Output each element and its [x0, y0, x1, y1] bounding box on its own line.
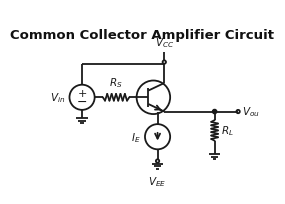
Circle shape [70, 85, 95, 110]
Text: $I_E$: $I_E$ [131, 130, 141, 144]
Circle shape [145, 124, 170, 150]
Text: $R_S$: $R_S$ [109, 76, 123, 90]
Text: $V_{CC}$: $V_{CC}$ [155, 37, 174, 50]
Text: Common Collector Amplifier Circuit: Common Collector Amplifier Circuit [11, 29, 274, 41]
Text: $V_{in}$: $V_{in}$ [50, 91, 65, 105]
Text: −: − [77, 95, 87, 109]
Circle shape [137, 81, 170, 114]
Text: $R_L$: $R_L$ [221, 124, 234, 138]
Text: $V_{EE}$: $V_{EE}$ [148, 175, 167, 188]
Text: +: + [77, 89, 87, 99]
Circle shape [213, 110, 217, 114]
Text: $V_{ou}$: $V_{ou}$ [242, 105, 260, 119]
